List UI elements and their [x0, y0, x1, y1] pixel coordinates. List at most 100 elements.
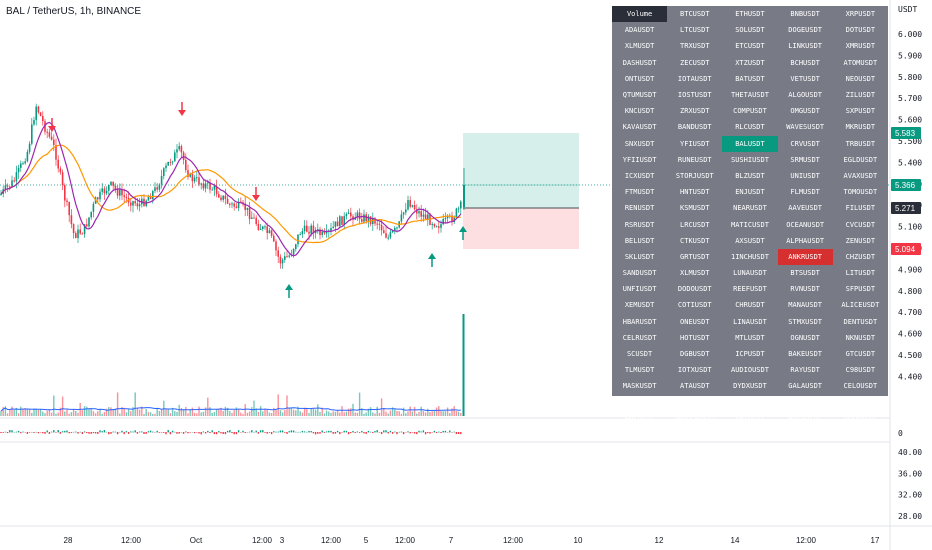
- oscillator-bar: [211, 430, 213, 433]
- volume-bar: [345, 411, 348, 416]
- oscillator-bar: [200, 432, 202, 435]
- sell-signal-arrow: [48, 118, 56, 132]
- volume-bar: [138, 409, 141, 416]
- volume-bar: [328, 411, 330, 416]
- screener-symbol-cell: ETHUSDT: [735, 10, 765, 19]
- fast-moving-average: [0, 121, 462, 257]
- oscillator-bar: [66, 430, 68, 433]
- volume-bar: [2, 407, 4, 416]
- candle: [231, 201, 233, 209]
- oscillator-bar: [132, 431, 134, 433]
- oscillator-bar: [11, 430, 13, 433]
- volume-bar: [198, 406, 200, 416]
- volume-bar: [22, 408, 24, 416]
- volume-bar: [391, 407, 394, 416]
- oscillator-bar: [396, 432, 398, 435]
- rsi-tick-label: 28.00: [898, 512, 922, 521]
- screener-header-cell: Volume: [612, 6, 668, 23]
- rsi-tick-label: 40.00: [898, 448, 922, 457]
- candle: [4, 179, 7, 194]
- oscillator-bar: [251, 430, 253, 433]
- screener-symbol-cell: FLMUSDT: [790, 188, 820, 197]
- oscillator-bar: [143, 432, 145, 434]
- time-axis[interactable]: 28 12:00 Oct 12:00 3 12:00 5 12:00 7 12:00 10 12 14 1…: [64, 536, 880, 545]
- candle: [218, 191, 220, 199]
- oscillator-bar: [292, 430, 295, 433]
- candle: [411, 204, 414, 208]
- oscillator-bar: [374, 431, 376, 433]
- volume-bar: [438, 406, 440, 416]
- screener-symbol-cell: AAVEUSDT: [788, 204, 823, 213]
- screener-symbol-cell: BNBUSDT: [790, 10, 820, 19]
- oscillator-bar: [440, 432, 442, 433]
- screener-row: RSRUSDT LRCUSDT MATICUSDT OCEANUSDT CVCUSDT: [612, 216, 888, 232]
- candle: [229, 202, 231, 208]
- candle: [268, 227, 271, 234]
- screener-symbol-cell: QTUMUSDT: [622, 91, 657, 100]
- screener-symbol-cell: OGNUSDT: [790, 333, 820, 342]
- volume-bar: [24, 407, 26, 416]
- oscillator-bar: [167, 430, 169, 433]
- candle: [88, 217, 90, 229]
- screener-symbol-cell: ARPAUSDT: [733, 398, 767, 407]
- oscillator-bar: [402, 432, 405, 435]
- volume-bar: [460, 412, 462, 416]
- screener-symbol-cell: CELRUSDT: [622, 333, 657, 342]
- volume-bar: [446, 407, 449, 416]
- candle: [99, 188, 101, 203]
- take-profit-zone[interactable]: [463, 133, 579, 208]
- time-tick-label: 12:00: [503, 536, 524, 545]
- volume-bar: [13, 409, 15, 416]
- time-tick-label: 12:00: [121, 536, 142, 545]
- screener-symbol-cell: WAVESUSDT: [786, 123, 825, 132]
- screener-symbol-cell: LUNAUSDT: [733, 269, 767, 278]
- oscillator-bar: [48, 432, 51, 434]
- oscillator-bar: [279, 430, 282, 433]
- volume-bar: [334, 411, 337, 416]
- oscillator-axis: 0: [898, 429, 903, 438]
- screener-symbol-cell: XMRUSDT: [845, 42, 876, 51]
- candle: [336, 216, 339, 227]
- candle: [286, 250, 288, 258]
- volume-bar: [435, 407, 438, 416]
- screener-symbol-cell: COTIUSDT: [677, 301, 712, 310]
- volume-bar: [240, 412, 242, 416]
- volume-bar: [440, 411, 442, 416]
- price-tick-label: 5.400: [898, 158, 922, 167]
- oscillator-bar: [407, 431, 409, 433]
- oscillator-bar: [268, 432, 271, 433]
- candle: [356, 210, 359, 221]
- oscillator-bar: [198, 432, 200, 434]
- volume-bar: [323, 413, 326, 416]
- candle: [220, 195, 222, 202]
- volume-bar: [182, 409, 185, 416]
- volume-bar: [35, 408, 37, 416]
- candle: [77, 224, 79, 243]
- volume-bar: [0, 411, 2, 416]
- screener-row: RENUSDT KSMUSDT NEARUSDT AAVEUSDT FILUSDT: [612, 200, 888, 216]
- oscillator-bar: [308, 430, 310, 433]
- candle: [154, 182, 156, 194]
- screener-symbol-cell: IOTXUSDT: [677, 366, 712, 375]
- candle: [387, 234, 389, 241]
- oscillator-bar: [81, 432, 84, 435]
- oscillator-bar: [121, 430, 123, 433]
- stop-loss-zone[interactable]: [463, 208, 579, 249]
- screener-symbol-cell: DASHUSDT: [622, 58, 657, 67]
- oscillator-bar: [400, 431, 403, 433]
- symbol-title[interactable]: BAL / TetherUS, 1h, BINANCE: [6, 6, 142, 17]
- candle: [460, 200, 462, 216]
- oscillator-bar: [416, 432, 418, 435]
- candle: [50, 131, 53, 141]
- screener-symbol-cell: RUNEUSDT: [677, 155, 712, 164]
- screener-row: KNCUSDT ZRXUSDT COMPUSDT OMGUSDT SXPUSDT: [612, 103, 888, 119]
- oscillator-bar: [385, 430, 387, 433]
- oscillator-bar: [435, 432, 438, 434]
- candle: [237, 198, 240, 212]
- volume-bar: [72, 409, 75, 416]
- price-badge: 5.366: [891, 179, 921, 191]
- oscillator-bar: [226, 430, 229, 433]
- price-tick-label: 5.900: [898, 51, 922, 60]
- oscillator-bar: [339, 432, 341, 435]
- screener-symbol-cell: ALICEUSDT: [841, 301, 880, 310]
